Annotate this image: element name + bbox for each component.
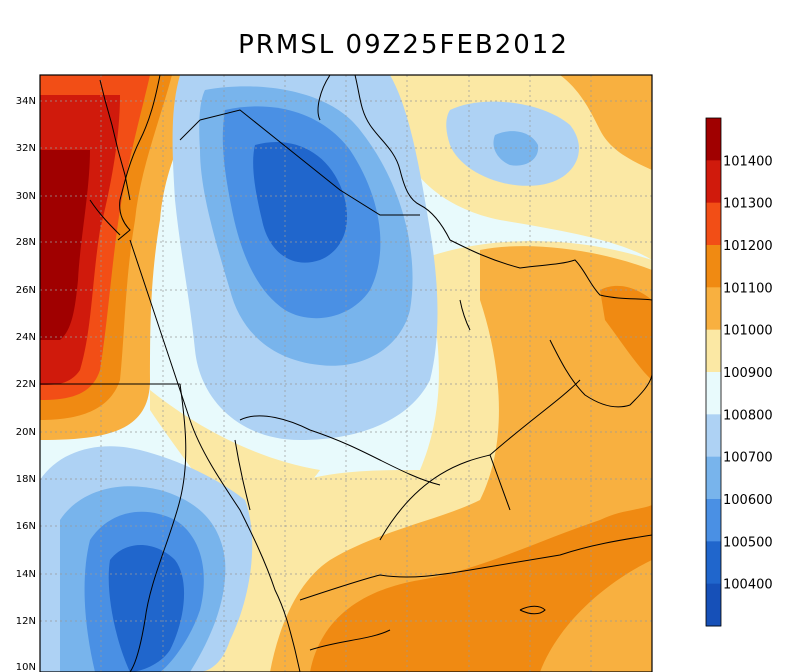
lat-label: 32N [16, 143, 36, 154]
colorbar-label: 101000 [723, 324, 773, 339]
lat-label: 10N [16, 662, 36, 672]
high-east-1100b [600, 285, 652, 380]
map-title: PRMSL 09Z25FEB2012 [238, 30, 569, 60]
lat-label: 34N [16, 96, 36, 107]
colorbar-swatch [706, 202, 721, 246]
colorbar-swatch [706, 287, 721, 331]
colorbar-label: 100800 [723, 408, 773, 423]
grid [40, 75, 652, 672]
low-ne-700 [493, 131, 539, 166]
high-ne-1100 [560, 75, 652, 170]
colorbar-swatch [706, 414, 721, 458]
colorbar-label: 100400 [723, 578, 773, 593]
ridge-20n [150, 390, 320, 520]
colorbar: 101400 101300 101200 101100 101000 100900 1008… [705, 117, 773, 627]
lat-label: 20N [16, 427, 36, 438]
colorbar-label: 100600 [723, 493, 773, 508]
colorbar-swatch [706, 329, 721, 373]
lat-label: 12N [16, 616, 36, 627]
lat-label: 16N [16, 521, 36, 532]
lat-label: 22N [16, 379, 36, 390]
high-east-1100 [310, 505, 652, 672]
lat-label: 24N [16, 332, 36, 343]
lat-label: 26N [16, 285, 36, 296]
colorbar-swatch [706, 372, 721, 415]
lat-axis: 34N 32N 30N 28N 26N 24N 22N 20N 18N 16N … [16, 96, 36, 672]
colorbar-label: 100900 [723, 366, 773, 381]
colorbar-label: 101200 [723, 239, 773, 254]
colorbar-label: 100700 [723, 451, 773, 466]
lat-label: 18N [16, 474, 36, 485]
colorbar-swatch [706, 160, 721, 204]
colorbar-label: 100500 [723, 535, 773, 550]
lat-label: 14N [16, 569, 36, 580]
colorbar-swatch [706, 245, 721, 288]
low-central-500 [253, 141, 348, 263]
colorbar-swatch [706, 118, 721, 161]
colorbar-border [705, 117, 722, 627]
pressure-field [40, 75, 652, 672]
colorbar-label: 101100 [723, 281, 773, 296]
colorbar-label: 101400 [723, 154, 773, 169]
colorbar-label: 101300 [723, 197, 773, 212]
lat-label: 30N [16, 191, 36, 202]
map-frame [39, 74, 653, 672]
colorbar-swatch [706, 456, 721, 500]
high-nw-1400 [40, 150, 90, 340]
colorbar-swatch [706, 499, 721, 542]
lat-label: 28N [16, 237, 36, 248]
colorbar-swatch [706, 541, 721, 585]
coastlines [40, 75, 652, 672]
colorbar-swatch [706, 583, 721, 627]
